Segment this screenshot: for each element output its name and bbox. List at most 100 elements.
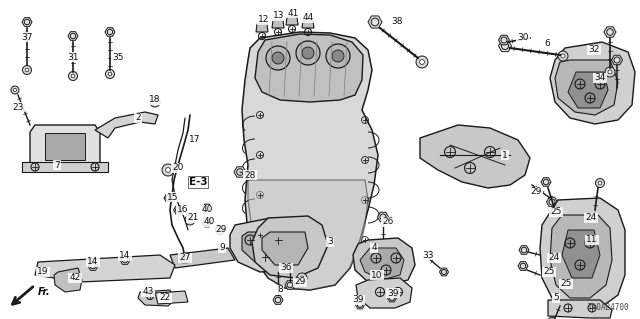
Text: 30: 30 — [517, 33, 529, 42]
Polygon shape — [550, 42, 635, 124]
Circle shape — [13, 88, 17, 92]
Polygon shape — [518, 262, 528, 270]
Polygon shape — [22, 162, 108, 172]
Text: 29: 29 — [215, 226, 227, 234]
Circle shape — [25, 68, 29, 72]
Circle shape — [108, 72, 112, 76]
Polygon shape — [420, 125, 530, 188]
Polygon shape — [22, 18, 32, 26]
Polygon shape — [95, 112, 158, 138]
Polygon shape — [242, 32, 378, 290]
Text: 17: 17 — [189, 136, 201, 145]
Circle shape — [326, 44, 350, 68]
Text: 13: 13 — [273, 11, 285, 20]
Text: 29: 29 — [531, 188, 541, 197]
Polygon shape — [286, 17, 298, 25]
Text: 25: 25 — [560, 279, 572, 288]
Text: 42: 42 — [69, 273, 81, 283]
Text: 37: 37 — [21, 33, 33, 41]
Polygon shape — [355, 301, 365, 309]
Text: 15: 15 — [167, 192, 179, 202]
Circle shape — [22, 65, 31, 75]
Text: 9: 9 — [219, 243, 225, 253]
Polygon shape — [173, 206, 182, 214]
Polygon shape — [248, 180, 368, 290]
Text: Fr.: Fr. — [38, 287, 51, 297]
Text: 21: 21 — [188, 213, 198, 222]
Text: 40: 40 — [202, 205, 212, 214]
Polygon shape — [547, 197, 557, 207]
Text: 6: 6 — [544, 40, 550, 48]
Polygon shape — [54, 268, 82, 292]
Circle shape — [420, 60, 424, 64]
Text: 26: 26 — [382, 218, 394, 226]
Text: 7: 7 — [54, 160, 60, 169]
Text: 14: 14 — [119, 251, 131, 261]
Text: 16: 16 — [177, 205, 189, 214]
Text: 23: 23 — [12, 102, 24, 112]
Circle shape — [106, 70, 115, 78]
Circle shape — [185, 215, 195, 225]
Polygon shape — [302, 20, 314, 28]
Text: 11: 11 — [586, 235, 598, 244]
Circle shape — [11, 86, 19, 94]
Text: 36: 36 — [280, 263, 292, 272]
Text: 39: 39 — [352, 295, 364, 305]
Text: 18: 18 — [149, 95, 161, 105]
Text: 25: 25 — [543, 268, 555, 277]
Polygon shape — [202, 219, 211, 227]
Text: 25: 25 — [550, 207, 562, 217]
Polygon shape — [353, 238, 415, 285]
Polygon shape — [360, 248, 404, 280]
Polygon shape — [568, 72, 608, 108]
Text: 40: 40 — [204, 218, 214, 226]
Circle shape — [296, 41, 320, 65]
Text: 43: 43 — [142, 287, 154, 296]
Text: 44: 44 — [302, 13, 314, 23]
Polygon shape — [547, 318, 557, 319]
Text: 34: 34 — [595, 73, 605, 83]
Circle shape — [300, 276, 304, 280]
Text: E-3: E-3 — [189, 177, 207, 187]
Polygon shape — [138, 290, 175, 306]
Text: TA0AB4700: TA0AB4700 — [588, 303, 630, 312]
Polygon shape — [604, 27, 616, 37]
Circle shape — [188, 218, 192, 222]
Text: 5: 5 — [553, 293, 559, 302]
Polygon shape — [285, 281, 295, 289]
Circle shape — [68, 71, 77, 80]
Polygon shape — [548, 300, 612, 318]
Text: 2: 2 — [135, 114, 141, 122]
Circle shape — [598, 181, 602, 185]
Polygon shape — [611, 55, 623, 65]
Circle shape — [605, 67, 615, 77]
Text: 20: 20 — [172, 164, 184, 173]
Polygon shape — [164, 195, 172, 202]
Polygon shape — [541, 178, 551, 186]
Circle shape — [272, 52, 284, 64]
Text: 24: 24 — [548, 254, 559, 263]
Text: 1: 1 — [502, 151, 508, 160]
Polygon shape — [519, 246, 529, 254]
Text: 32: 32 — [588, 46, 600, 55]
Text: 33: 33 — [422, 250, 434, 259]
Text: 3: 3 — [327, 238, 333, 247]
Polygon shape — [202, 204, 211, 212]
Circle shape — [71, 74, 75, 78]
Text: 22: 22 — [159, 293, 171, 302]
Polygon shape — [35, 255, 175, 282]
Text: 27: 27 — [179, 254, 191, 263]
Polygon shape — [155, 291, 188, 304]
Text: 39: 39 — [387, 288, 399, 298]
Circle shape — [608, 70, 612, 74]
Text: 12: 12 — [259, 16, 269, 25]
Polygon shape — [499, 35, 509, 45]
Text: 38: 38 — [391, 18, 403, 26]
Polygon shape — [562, 230, 600, 278]
Text: 24: 24 — [586, 213, 596, 222]
Polygon shape — [242, 232, 288, 262]
Circle shape — [266, 46, 290, 70]
Polygon shape — [68, 32, 78, 40]
Polygon shape — [540, 198, 625, 310]
Circle shape — [558, 51, 568, 61]
